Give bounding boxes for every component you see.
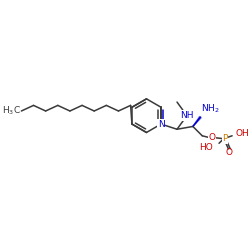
Text: NH: NH bbox=[180, 111, 194, 120]
Text: H$_3$C: H$_3$C bbox=[2, 105, 20, 117]
Text: O: O bbox=[226, 148, 233, 157]
Text: OH: OH bbox=[236, 130, 250, 138]
Text: HO: HO bbox=[199, 144, 212, 152]
Text: P: P bbox=[222, 134, 227, 143]
Text: N: N bbox=[158, 120, 164, 128]
Polygon shape bbox=[193, 117, 201, 126]
Text: NH$_2$: NH$_2$ bbox=[201, 103, 220, 115]
Text: O: O bbox=[208, 133, 215, 142]
